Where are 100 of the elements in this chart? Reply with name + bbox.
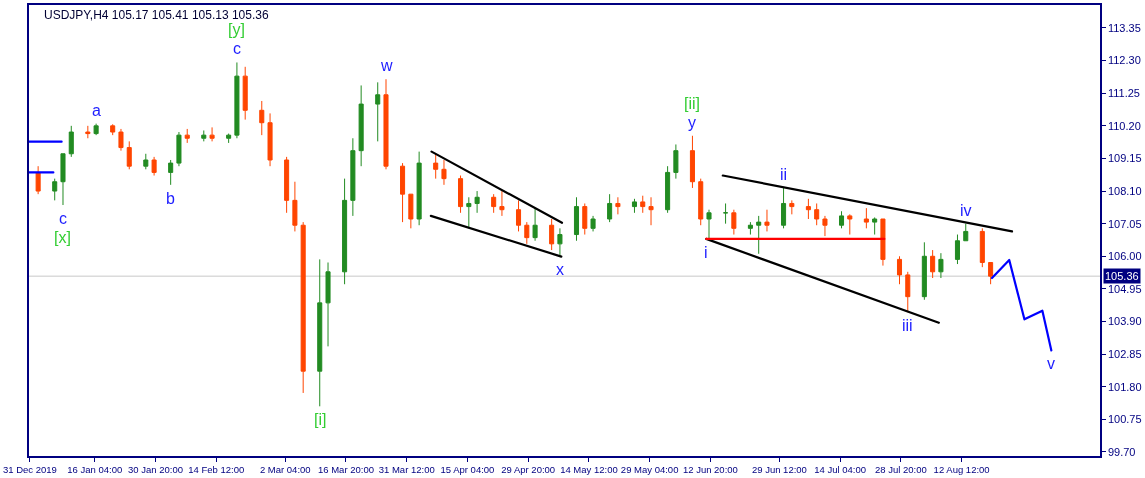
candlestick (582, 202, 588, 236)
x-tick-label: 29 Apr 20:00 (501, 464, 556, 476)
candlestick (963, 223, 969, 242)
candlestick (342, 178, 348, 285)
annotation: iv (960, 202, 972, 219)
annotation: c (233, 40, 241, 57)
candlestick (383, 78, 389, 170)
candlestick (648, 196, 654, 226)
candlestick (590, 215, 596, 232)
y-tick-label: 113.35 (1107, 21, 1141, 34)
candlestick (499, 190, 505, 217)
y-tick-label: 100.75 (1107, 413, 1142, 426)
candlestick (358, 84, 364, 167)
candlestick (814, 202, 820, 226)
candlestick (491, 193, 497, 214)
candlestick (764, 209, 770, 232)
x-tick-label: 31 Mar 12:00 (378, 464, 435, 476)
annotation: [x] (54, 229, 71, 246)
x-tick-label: 2 Mar 04:00 (259, 464, 311, 476)
candlestick (151, 156, 157, 177)
candlestick (954, 234, 961, 265)
candlestick (781, 187, 787, 229)
candlestick (267, 112, 273, 167)
candlestick (673, 143, 679, 180)
candlestick (921, 241, 927, 301)
candlestick (847, 213, 853, 236)
candlestick (408, 193, 414, 229)
annotation: b (166, 190, 175, 207)
candlestick (789, 199, 795, 215)
candlestick (317, 258, 323, 407)
y-tick-label: 104.95 (1107, 282, 1142, 295)
annotation: x (556, 261, 564, 278)
candlestick (118, 128, 124, 152)
candlestick (110, 123, 116, 136)
candlestick (52, 178, 58, 201)
candlestick (325, 261, 331, 347)
annotation: v (1047, 355, 1055, 372)
candlestick (350, 137, 356, 217)
x-tick-label: 14 Feb 12:00 (188, 464, 245, 476)
candlestick (706, 209, 712, 240)
candlestick (515, 199, 522, 232)
candlestick (433, 153, 439, 180)
candlestick (184, 128, 190, 144)
candlestick (532, 207, 538, 242)
candlestick (880, 218, 886, 267)
candlestick (573, 196, 580, 242)
candlestick (805, 198, 811, 220)
y-tick-label: 111.25 (1107, 87, 1140, 100)
candlestick (756, 215, 762, 255)
y-tick-label: 108.10 (1107, 184, 1142, 197)
candlestick (226, 133, 232, 144)
candlestick (474, 190, 480, 214)
annotation: a (92, 102, 101, 119)
x-tick-label: 14 May 12:00 (560, 464, 618, 476)
candlestick (872, 216, 878, 236)
annotation: [i] (314, 411, 327, 428)
candlestick (698, 178, 704, 226)
chart-title: USDJPY,H4 105.17 105.41 105.13 105.36 (44, 8, 269, 22)
candlestick (176, 131, 182, 167)
x-tick-label: 15 Apr 04:00 (440, 464, 495, 476)
annotation: y (688, 114, 696, 131)
candlestick (126, 140, 132, 170)
x-tick-label: 14 Jul 04:00 (814, 464, 867, 476)
candlestick (242, 66, 248, 121)
candlestick (35, 165, 41, 195)
candlestick (375, 81, 381, 142)
candlestick (93, 123, 99, 136)
candlestick (466, 196, 472, 229)
candlestick (607, 193, 613, 223)
candlestick (615, 196, 621, 215)
y-tick-label: 112.30 (1107, 54, 1141, 67)
x-tick-label: 12 Jun 20:00 (682, 464, 738, 476)
candlestick (400, 162, 406, 223)
y-tick-label: 102.85 (1107, 347, 1142, 360)
candlestick (896, 255, 903, 285)
candlestick (201, 129, 207, 142)
y-tick-label: 107.05 (1107, 217, 1142, 230)
candlestick (259, 100, 265, 136)
candlestick (930, 249, 936, 279)
candlestick (631, 198, 637, 214)
candlestick (822, 215, 828, 237)
annotation: iii (902, 317, 913, 334)
candlestick (209, 126, 215, 142)
annotation: w (380, 57, 393, 74)
candlestick (416, 151, 422, 226)
annotation: ii (780, 166, 788, 183)
candlestick (284, 156, 290, 214)
x-tick-label: 16 Mar 20:00 (317, 464, 374, 476)
candlestick (60, 153, 66, 206)
candlestick (731, 209, 737, 236)
candlestick (689, 135, 695, 189)
candlestick (549, 218, 555, 251)
y-tick-label: 106.00 (1107, 250, 1142, 263)
candlestick (441, 159, 447, 186)
x-tick-label: 29 May 04:00 (620, 464, 679, 476)
y-tick-label: 101.80 (1107, 380, 1142, 393)
annotation: c (59, 210, 67, 227)
y-tick-label: 109.15 (1107, 152, 1142, 165)
y-tick-label: 103.90 (1107, 315, 1142, 328)
x-tick-label: 31 Dec 2019 (2, 464, 57, 476)
